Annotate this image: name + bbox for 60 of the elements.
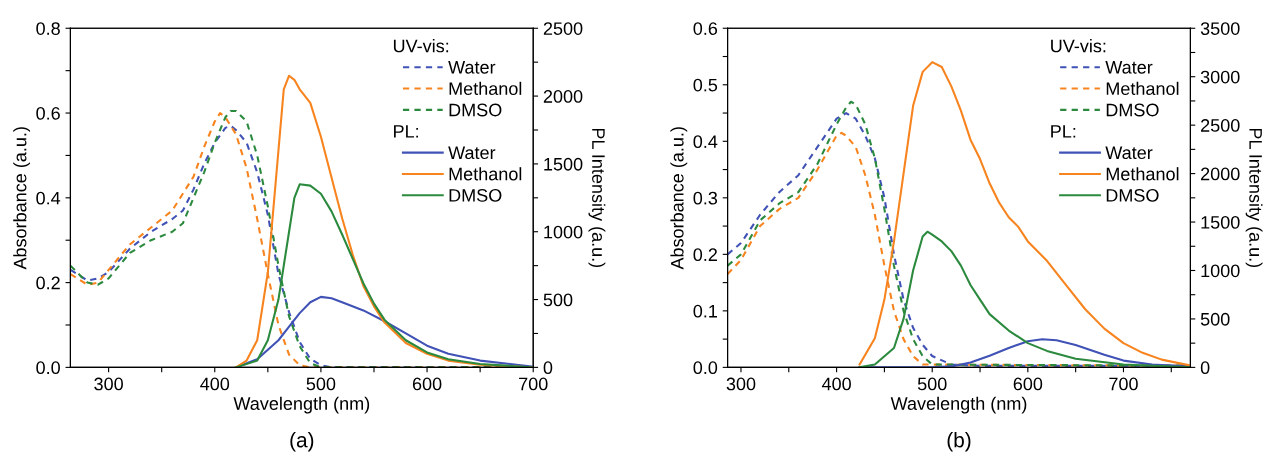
y-tick-label: 0.0 (36, 361, 60, 375)
y-tick-label: 0.6 (693, 22, 718, 35)
y2-tick-label: 3500 (1200, 22, 1240, 35)
legend-label: Methanol (449, 81, 522, 96)
text: PL: (1051, 125, 1076, 138)
x-tick-label: 600 (412, 377, 442, 391)
legend-label: Water (1105, 146, 1153, 160)
y-tick-label: 0.6 (36, 106, 60, 120)
legend-label: Water (1105, 61, 1153, 74)
x-axis-title: Wavelength (nm) (890, 396, 1027, 414)
text: PL: (394, 125, 418, 138)
y2-tick-label: 2500 (1201, 119, 1240, 132)
y2-tick-label: 1000 (1201, 264, 1240, 278)
y2-tick-label: 2000 (1201, 167, 1240, 181)
legend-label: DMSO (449, 188, 502, 202)
y-tick-label: 0.0 (693, 361, 718, 375)
x-tick-label: 600 (1013, 377, 1043, 391)
text: UV-vis: (1051, 39, 1106, 53)
legend-label: Water (448, 146, 496, 160)
y2-axis-title: PL Intensity (a.u.) (1245, 128, 1263, 268)
x-tick-label: 300 (726, 377, 756, 391)
y-tick-label: 0.1 (693, 304, 717, 318)
y2-tick-label: 500 (1200, 312, 1230, 326)
y-tick-label: 0.5 (693, 78, 718, 92)
y2-tick-label: 1500 (544, 157, 583, 171)
x-tick-label: 500 (917, 377, 947, 391)
legend-label: Methanol (1106, 167, 1179, 181)
x-tick-label: 700 (519, 377, 548, 391)
text: (a) (290, 432, 314, 452)
legend-label: DMSO (449, 103, 502, 117)
y2-tick-label: 0 (543, 361, 553, 375)
x-tick-label: 700 (1109, 377, 1138, 391)
x-axis-title: Wavelength (nm) (233, 396, 370, 414)
y2-axis-title: PL Intensity (a.u.) (588, 128, 606, 268)
legend-label: Methanol (1106, 81, 1179, 96)
text: UV-vis: (393, 39, 449, 53)
legend-label: DMSO (1106, 188, 1159, 202)
y2-tick-label: 500 (543, 293, 573, 307)
y2-tick-label: 0 (1200, 361, 1210, 375)
y-tick-label: 0.4 (693, 135, 718, 149)
y2-tick-label: 1500 (1201, 215, 1240, 229)
y2-tick-label: 1000 (544, 225, 583, 239)
y-tick-label: 0.2 (693, 248, 717, 262)
y-tick-label: 0.4 (36, 191, 61, 205)
y-tick-label: 0.3 (693, 191, 718, 205)
y-axis-title: Absorbance (a.u.) (670, 127, 688, 270)
y2-tick-label: 2000 (543, 90, 583, 103)
y2-tick-label: 3000 (1200, 70, 1240, 84)
y-tick-label: 0.2 (36, 276, 60, 290)
x-tick-label: 300 (94, 377, 123, 391)
legend-label: Water (448, 61, 496, 74)
x-tick-label: 400 (821, 377, 851, 391)
y2-tick-label: 2500 (543, 22, 583, 35)
x-tick-label: 400 (200, 377, 230, 391)
legend-label: Methanol (449, 167, 522, 181)
y-tick-label: 0.8 (36, 22, 60, 35)
legend-label: DMSO (1106, 103, 1159, 117)
text: (b) (947, 432, 971, 452)
x-tick-label: 500 (306, 377, 336, 391)
y-axis-title: Absorbance (a.u.) (13, 127, 31, 270)
